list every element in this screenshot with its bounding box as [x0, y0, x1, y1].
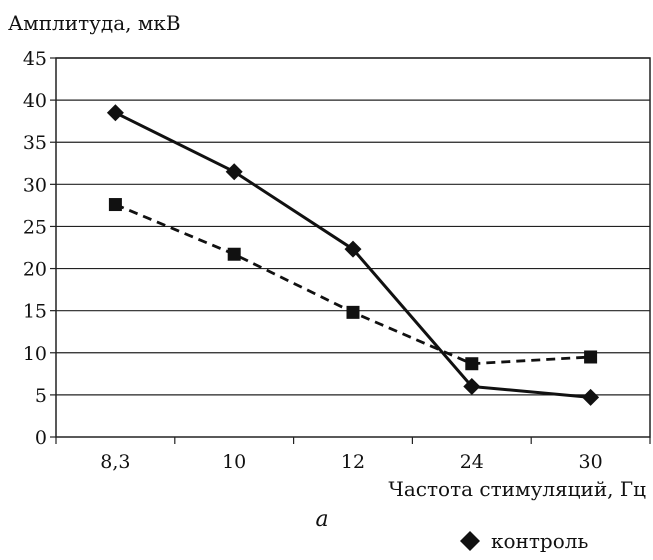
data-point-square [346, 305, 360, 319]
legend-label: контроль [491, 529, 588, 553]
plot-frame [55, 57, 651, 438]
y-axis-label: Амплитуда, мкВ [8, 11, 181, 35]
data-point-diamond [463, 377, 481, 395]
x-tick-label: 10 [222, 451, 246, 473]
y-tick-label: 30 [23, 174, 47, 196]
y-tick-label: 40 [23, 90, 47, 112]
x-axis-ticks: 8,3 10 12 24 30 [55, 437, 651, 473]
data-point-square [227, 247, 241, 261]
y-tick-label: 5 [35, 385, 47, 407]
plot-border [55, 57, 651, 438]
data-point-diamond [106, 104, 124, 122]
series-line-1 [114, 203, 591, 366]
data-point-diamond [344, 240, 362, 258]
y-tick-label: 20 [23, 259, 47, 281]
legend: контроль [460, 529, 588, 553]
series-layer [106, 104, 600, 406]
gridlines [56, 57, 650, 396]
data-point-square [108, 198, 122, 212]
x-tick-label: 12 [341, 451, 365, 473]
figure-caption: а [315, 507, 328, 532]
data-point-square [465, 357, 479, 371]
legend-marker [460, 531, 480, 551]
x-tick-label: 24 [460, 451, 484, 473]
data-point-square [584, 350, 598, 364]
x-axis-label: Частота стимуляций, Гц [388, 477, 646, 501]
y-axis-ticks: 0 5 10 15 20 25 30 35 40 45 [23, 48, 56, 449]
y-tick-label: 35 [23, 132, 47, 154]
y-tick-label: 0 [35, 427, 47, 449]
x-tick-label: 8,3 [100, 451, 130, 473]
y-tick-label: 45 [23, 48, 47, 70]
y-tick-label: 15 [23, 301, 47, 323]
x-tick-label: 30 [579, 451, 603, 473]
data-point-diamond [225, 163, 243, 181]
data-point-diamond [582, 388, 600, 406]
y-tick-label: 10 [23, 343, 47, 365]
y-tick-label: 25 [23, 216, 47, 238]
